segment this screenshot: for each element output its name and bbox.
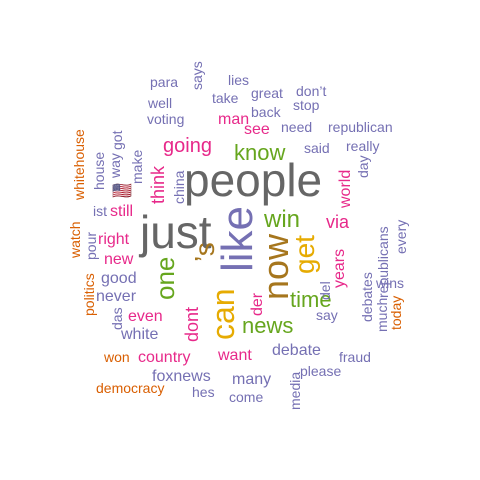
word-media: media — [287, 372, 303, 410]
word-going: going — [163, 135, 212, 157]
word-make: make — [129, 150, 145, 184]
word-das: das — [109, 307, 125, 330]
word-democracy: democracy — [96, 380, 164, 396]
word-fraud: fraud — [339, 349, 371, 365]
word-think: think — [148, 165, 168, 204]
word-now: now — [255, 233, 296, 300]
word-even: even — [128, 308, 163, 325]
word-white: white — [120, 326, 158, 343]
word-just: just — [138, 206, 212, 258]
word-got: got — [109, 130, 125, 150]
word-debates: debates — [359, 272, 375, 322]
word-back: back — [251, 104, 282, 120]
word-lies: lies — [228, 72, 249, 88]
word-hes: hes — [192, 384, 215, 400]
word-new: new — [104, 251, 134, 268]
word-china: china — [171, 170, 187, 204]
word-republicans: republicans — [375, 226, 391, 298]
word-debate: debate — [272, 342, 321, 359]
word-much: much — [374, 298, 390, 332]
word-republican: republican — [328, 119, 393, 135]
word-ist: ist — [93, 203, 107, 219]
word-time: time — [290, 287, 332, 312]
word-dont: don’t — [296, 83, 326, 99]
word-years: years — [331, 249, 348, 288]
word-house: house — [91, 152, 107, 190]
word-voting: voting — [147, 111, 184, 127]
word-really: really — [346, 138, 379, 154]
word-der: der — [249, 292, 266, 316]
word-want: want — [217, 347, 252, 364]
us-flag-icon: 🇺🇸 — [112, 182, 132, 200]
word-good: good — [101, 270, 137, 287]
word-s: ’s — [189, 242, 220, 262]
word-foxnews: foxnews — [152, 368, 211, 385]
word-many: many — [232, 371, 271, 388]
word-see: see — [244, 121, 270, 138]
word-like: like — [213, 206, 262, 272]
word-get: get — [289, 235, 320, 274]
word-del: del — [317, 281, 333, 300]
word-stop: stop — [293, 97, 320, 113]
word-news: news — [242, 313, 293, 338]
word-dont: dont — [182, 307, 202, 342]
word-can: can — [205, 288, 241, 340]
word-para: para — [150, 74, 178, 90]
word-every: every — [393, 220, 409, 254]
word-know: know — [234, 140, 285, 165]
word-country: country — [138, 349, 190, 366]
word-well: well — [147, 95, 172, 111]
word-whitehouse: whitehouse — [71, 129, 87, 201]
word-world: world — [337, 170, 354, 209]
word-say: say — [316, 307, 338, 323]
word-one: one — [150, 257, 180, 300]
word-man: man — [218, 111, 249, 128]
word-people: people — [184, 154, 322, 206]
word-need: need — [281, 119, 312, 135]
word-via: via — [326, 212, 350, 232]
word-said: said — [304, 140, 330, 156]
word-great: great — [251, 85, 283, 101]
word-never: never — [96, 288, 137, 305]
word-pour: pour — [83, 232, 99, 260]
word-wins: wins — [375, 275, 404, 291]
word-win: win — [263, 206, 300, 233]
word-come: come — [229, 389, 263, 405]
word-says: says — [189, 61, 205, 90]
word-day: day — [355, 155, 371, 178]
word-today: today — [388, 296, 404, 330]
word-watch: watch — [67, 221, 83, 259]
word-take: take — [212, 90, 239, 106]
word-politics: politics — [81, 273, 97, 316]
word-way: way — [107, 153, 123, 179]
word-won: won — [103, 349, 130, 365]
word-right: right — [98, 231, 130, 248]
word-still: still — [110, 203, 133, 220]
word-please: please — [300, 363, 341, 379]
